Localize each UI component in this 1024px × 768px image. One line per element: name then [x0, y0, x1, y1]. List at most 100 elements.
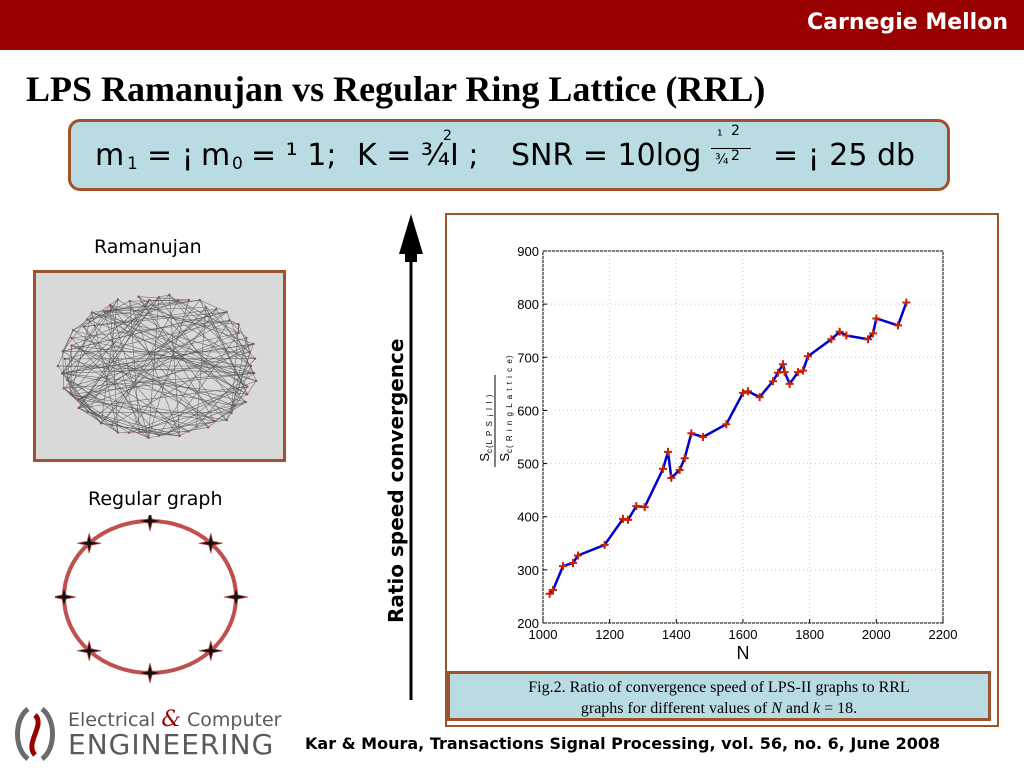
graph-edge: [71, 300, 179, 346]
y-axis-label: Sc(L P S ¡ I I )Sc( R i n g L a t t i c …: [477, 354, 514, 467]
graph-edge: [229, 320, 247, 339]
graph-edge: [199, 299, 248, 395]
graph-edge: [63, 337, 247, 389]
graph-node: [56, 364, 60, 368]
data-point: [667, 473, 676, 482]
graph-edge: [129, 300, 254, 345]
graph-node: [157, 434, 161, 437]
header-bar: Carnegie Mellon: [0, 0, 1024, 50]
data-point: [804, 352, 812, 361]
data-point: [699, 433, 707, 441]
y-tick-label: 900: [517, 244, 539, 259]
graph-edge: [62, 311, 227, 352]
x-tick-label: 1600: [729, 627, 758, 642]
x-tick-label: 2000: [862, 627, 891, 642]
graph-edge: [83, 326, 180, 437]
graph-node: [248, 350, 252, 354]
y-tick-label: 800: [517, 297, 539, 312]
x-tick-label: 1200: [595, 627, 624, 642]
graph-edge: [178, 300, 251, 353]
data-point: [680, 454, 689, 463]
data-point: [624, 515, 632, 524]
graph-node: [69, 393, 73, 396]
graph-node: [110, 423, 113, 427]
data-point: [869, 329, 877, 338]
graph-node: [187, 430, 190, 433]
graph-node: [246, 385, 249, 388]
x-axis-label: N: [737, 643, 750, 663]
up-arrow-icon: [399, 214, 423, 700]
graph-edge: [62, 330, 74, 352]
formula-m1-sub: 1: [127, 154, 138, 174]
graph-edge: [231, 386, 248, 414]
graph-edge: [149, 299, 246, 403]
figure-caption: Fig.2. Ratio of convergence speed of LPS…: [447, 671, 991, 721]
graph-edge: [138, 296, 215, 422]
graph-node: [109, 304, 112, 307]
graph-edge: [129, 301, 180, 437]
caption-text-c: = 18.: [820, 700, 858, 717]
graph-edge: [83, 311, 105, 327]
data-point: [902, 298, 911, 307]
graph-edge: [246, 337, 251, 353]
graph-node: [213, 419, 216, 423]
graph-edge: [178, 300, 239, 334]
graph-node: [237, 331, 240, 335]
y-tick-label: 700: [517, 350, 539, 365]
graph-edge: [83, 326, 149, 438]
caption-var-k: k: [812, 700, 821, 717]
graph-edge: [70, 311, 227, 395]
graph-node: [254, 379, 258, 383]
graph-node: [60, 372, 64, 375]
formula-m0-sub: 0: [232, 154, 243, 174]
graph-edge: [110, 304, 248, 387]
data-point: [864, 335, 872, 344]
data-point: [769, 377, 777, 386]
graph-edge: [103, 311, 227, 421]
graph-node: [177, 299, 180, 302]
arrow-label: Ratio speed convergence: [384, 338, 408, 623]
graph-edge: [158, 294, 170, 298]
graph-edge: [128, 309, 217, 433]
ring-node: [198, 640, 223, 661]
graph-node: [138, 430, 141, 434]
graph-node: [237, 323, 240, 326]
graph-edge: [72, 330, 215, 422]
ring-node: [77, 533, 102, 554]
graph-node: [62, 387, 65, 390]
ring-node: [198, 533, 223, 554]
graph-node: [195, 425, 198, 428]
data-point: [827, 335, 836, 344]
graph-edge: [62, 373, 248, 395]
data-point: [780, 368, 789, 377]
data-point: [675, 465, 684, 474]
graph-edge: [78, 351, 250, 400]
plot-area: [542, 250, 944, 624]
graph-edge: [97, 311, 227, 416]
graph-edge: [83, 311, 227, 327]
graph-edge: [87, 299, 150, 320]
graph-node: [63, 357, 66, 361]
graph-node: [86, 410, 90, 414]
formula-box: m 1 = ¡ m 0 = ¹ 1; K = ¾I ; 2 SNR = 10lo…: [68, 119, 950, 191]
graph-node: [168, 293, 171, 297]
graph-edge: [103, 311, 140, 433]
graph-edge: [78, 343, 254, 409]
graph-node: [116, 298, 120, 301]
graph-edge: [87, 319, 209, 428]
graph-node: [244, 400, 247, 404]
ring-node: [137, 515, 163, 532]
graph-edge: [62, 373, 235, 406]
graph-edge: [199, 299, 256, 359]
graph-edge: [63, 294, 170, 389]
fraction-bar: [711, 148, 751, 149]
caption-text-b: and: [781, 700, 813, 717]
graph-edge: [87, 411, 169, 433]
graph-edge: [63, 388, 119, 433]
ramanujan-graph-drawing: [56, 293, 258, 439]
data-point: [779, 360, 787, 369]
data-point: [664, 447, 672, 456]
graph-edge: [64, 320, 230, 360]
graph-edge: [57, 365, 102, 424]
graph-node: [82, 325, 86, 328]
